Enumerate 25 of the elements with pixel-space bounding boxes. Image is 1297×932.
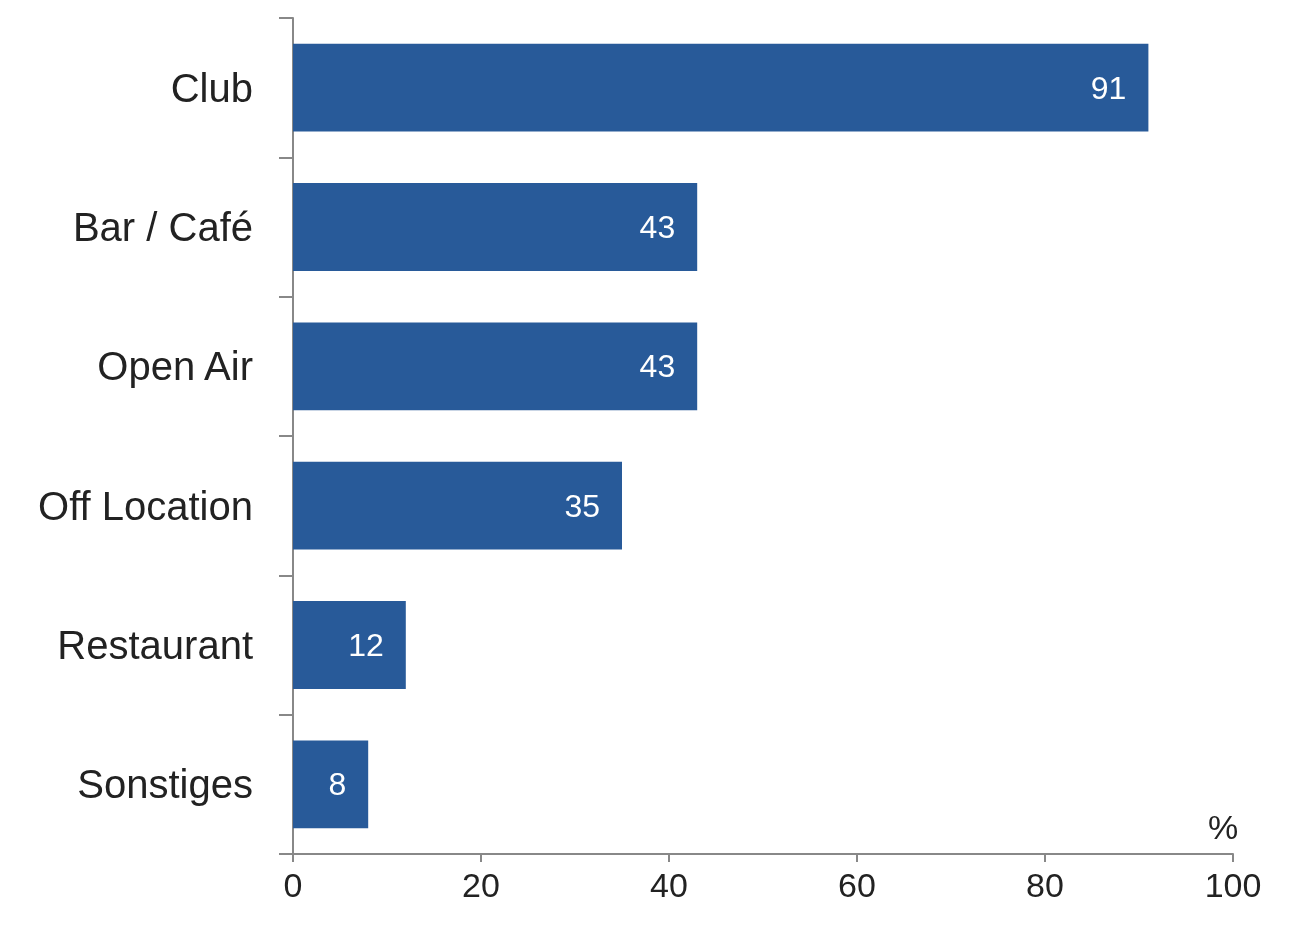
x-tick-label: 60 <box>838 866 876 904</box>
bar <box>293 322 698 411</box>
data-label: 35 <box>564 487 600 524</box>
x-axis-title: % <box>1207 808 1239 846</box>
bar <box>293 601 406 689</box>
bar <box>293 740 369 829</box>
y-tick-label: Bar / Café <box>72 205 253 249</box>
y-tick-label: Restaurant <box>57 623 253 667</box>
y-tick-label: Sonstiges <box>77 762 253 807</box>
y-tick-label: Open Air <box>97 344 253 389</box>
x-tick-label: 40 <box>650 866 688 904</box>
y-tick-label: Club <box>170 65 253 110</box>
data-label: 91 <box>1090 69 1127 106</box>
x-tick-label: 20 <box>462 866 500 904</box>
bar <box>293 183 698 271</box>
x-tick-label: 0 <box>283 866 303 904</box>
y-tick-label: Off Location <box>38 483 253 528</box>
bar <box>293 461 622 550</box>
bar <box>293 43 1149 132</box>
x-tick-label: 80 <box>1026 866 1064 904</box>
x-tick-label: 100 <box>1204 866 1262 904</box>
data-label: 43 <box>639 348 676 385</box>
data-label: 12 <box>348 627 384 663</box>
data-label: 43 <box>639 209 676 245</box>
data-label: 8 <box>328 766 347 803</box>
